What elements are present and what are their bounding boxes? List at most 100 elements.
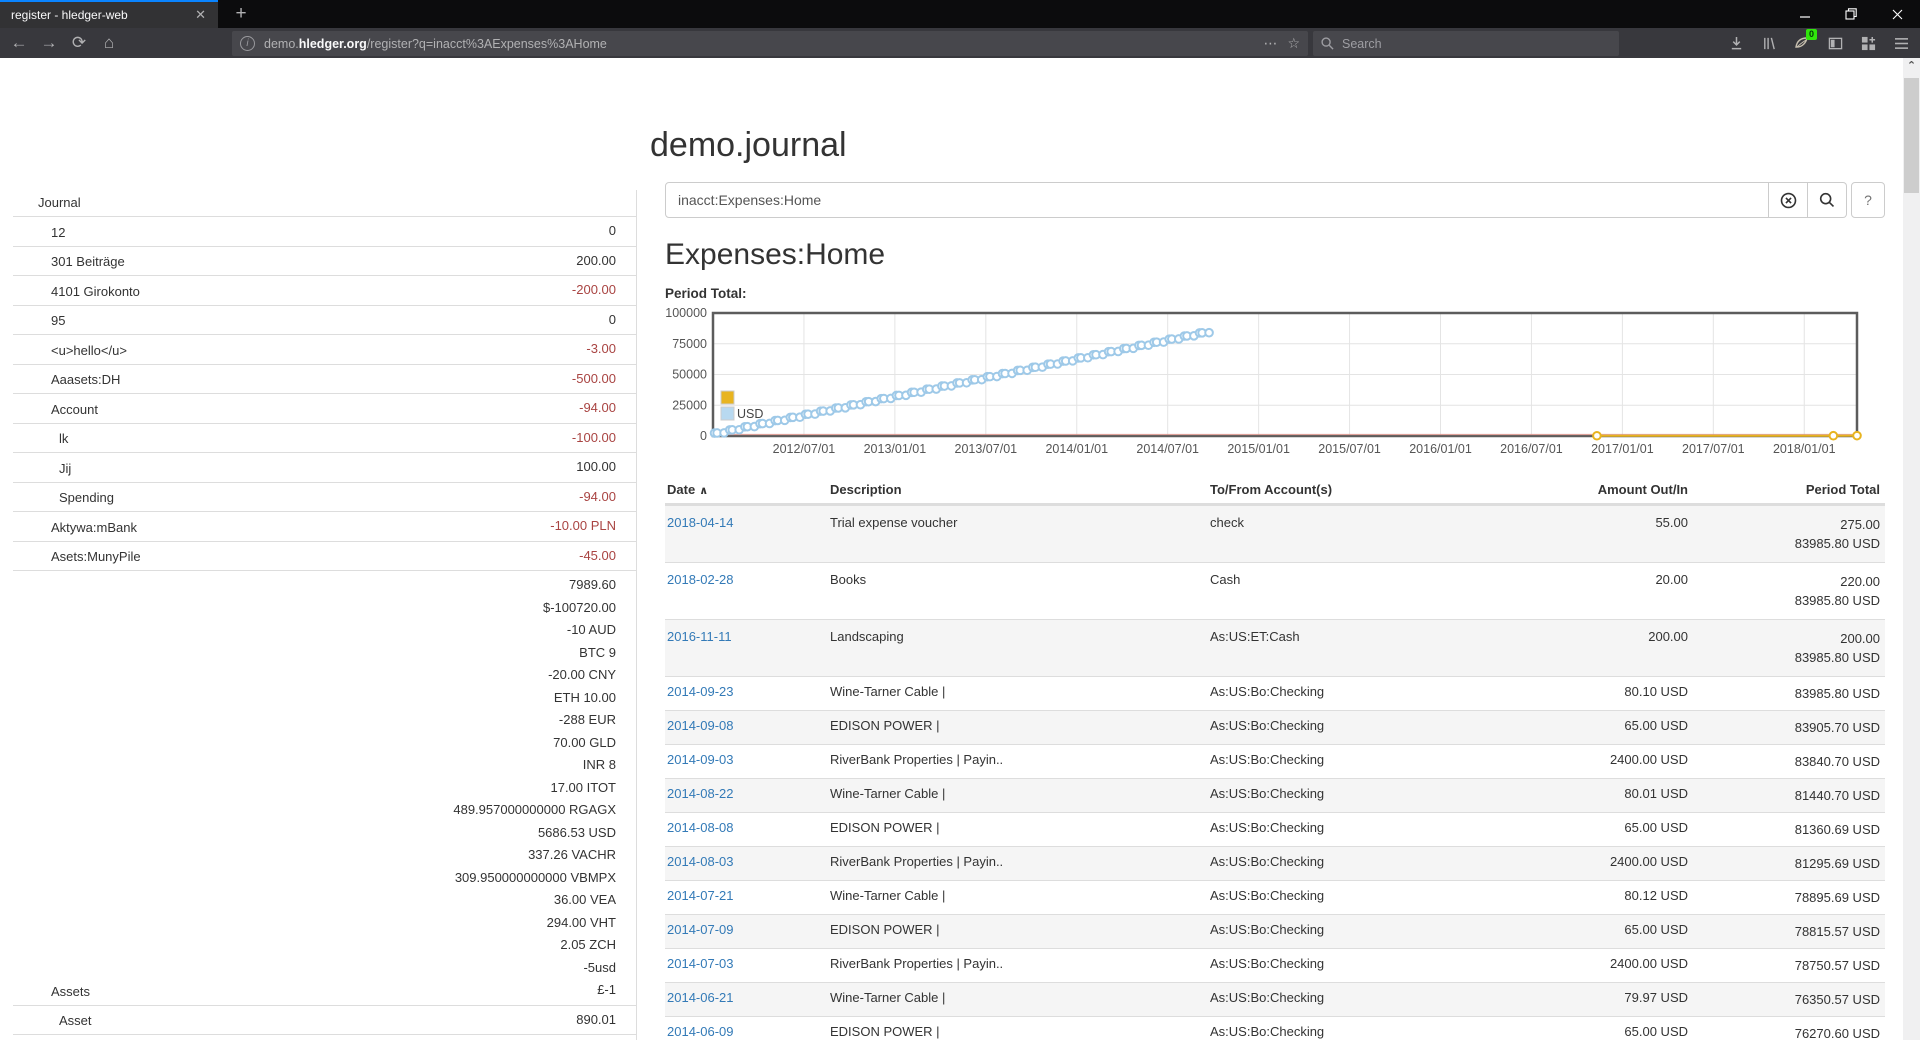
transaction-row[interactable]: 2014-06-21 Wine-Tarner Cable | As:US:Bo:Ch… <box>665 982 1885 1016</box>
account-link[interactable]: Spending <box>59 490 114 505</box>
url-bar[interactable]: i demo.hledger.org/register?q=inacct%3AE… <box>232 31 1308 56</box>
home-icon[interactable]: ⌂ <box>103 33 115 52</box>
account-link[interactable]: 301 Beiträge <box>51 254 125 269</box>
transaction-date-link[interactable]: 2018-02-28 <box>667 572 734 587</box>
sidebar-account-row[interactable]: <u>hello</u> -3.00 <box>13 335 636 365</box>
account-link[interactable]: <u>hello</u> <box>51 342 127 358</box>
transaction-row[interactable]: 2014-09-23 Wine-Tarner Cable | As:US:Bo:Ch… <box>665 676 1885 710</box>
scroll-up-arrow[interactable]: ⌃ <box>1906 60 1917 72</box>
transaction-row[interactable]: 2014-08-22 Wine-Tarner Cable | As:US:Bo:Ch… <box>665 778 1885 812</box>
sidebar-account-row[interactable]: Jij 100.00 <box>13 453 636 483</box>
sidebar-account-row[interactable]: lk -100.00 <box>13 424 636 453</box>
column-header-date[interactable]: Date ∧ <box>665 480 828 503</box>
transaction-row[interactable]: 2014-07-21 Wine-Tarner Cable | As:US:Bo:Ch… <box>665 880 1885 914</box>
account-link[interactable]: 4101 Girokonto <box>51 283 140 299</box>
account-link[interactable]: Asset <box>59 1013 92 1028</box>
sidebar-account-row[interactable]: Asets:MunyPile -45.00 <box>13 542 636 571</box>
help-button[interactable]: ? <box>1851 182 1885 218</box>
transaction-row[interactable]: 2014-08-03 RiverBank Properties | Payin..… <box>665 846 1885 880</box>
close-window-button[interactable] <box>1874 0 1920 28</box>
library-icon[interactable] <box>1756 30 1782 56</box>
period-total-chart[interactable]: 0 25000 50000 75000 100000 2012/07/01 2013/01/… <box>665 305 1885 462</box>
account-link[interactable]: Aaasets:DH <box>51 372 121 387</box>
minimize-button[interactable] <box>1782 0 1828 28</box>
period-total-line1: 78895.69 USD <box>1794 890 1880 905</box>
browser-tab[interactable]: register - hledger-web ✕ <box>0 0 218 28</box>
clear-query-button[interactable] <box>1769 182 1808 218</box>
transaction-date-link[interactable]: 2014-09-23 <box>667 684 734 699</box>
sidebar-account-row[interactable]: Aaasets:DH -500.00 <box>13 365 636 394</box>
transaction-date-link[interactable]: 2014-09-03 <box>667 752 734 767</box>
transaction-date-link[interactable]: 2014-07-21 <box>667 888 734 903</box>
restore-button[interactable] <box>1828 0 1874 28</box>
tab-close-icon[interactable]: ✕ <box>195 7 206 22</box>
browser-search-field[interactable]: Search <box>1313 31 1619 56</box>
sidebar-account-row[interactable]: Asset 890.01 <box>13 1006 636 1035</box>
account-link[interactable]: Account <box>51 401 98 417</box>
account-balance: -10.00 PLN <box>550 515 636 538</box>
sidebar-account-row[interactable]: 4101 Girokonto -200.00 <box>13 276 636 306</box>
svg-text:2014/07/01: 2014/07/01 <box>1136 442 1199 456</box>
search-form: ? <box>665 182 1885 218</box>
new-tab-button[interactable]: + <box>235 3 247 24</box>
transaction-description: EDISON POWER | <box>830 1024 940 1039</box>
transaction-row[interactable]: 2018-04-14 Trial expense voucher check 55.0… <box>665 505 1885 562</box>
transaction-date-link[interactable]: 2014-08-03 <box>667 854 734 869</box>
sidebar-account-row[interactable]: Cash685.50$-15.00-10 AUD-30.00 USD <box>13 1035 636 1040</box>
sidebar-account-row[interactable]: Aktywa:mBank -10.00 PLN <box>13 512 636 542</box>
url-text[interactable]: demo.hledger.org/register?q=inacct%3AExp… <box>264 36 607 51</box>
transaction-row[interactable]: 2014-08-08 EDISON POWER | As:US:Bo:Checkin… <box>665 812 1885 846</box>
search-submit-button[interactable] <box>1808 182 1847 218</box>
balance-amount: $-100720.00 <box>542 599 616 615</box>
account-link[interactable]: lk <box>59 431 69 446</box>
sidebar-account-row[interactable]: 301 Beiträge 200.00 <box>13 247 636 276</box>
transaction-row[interactable]: 2014-09-03 RiverBank Properties | Payin..… <box>665 744 1885 778</box>
transaction-row[interactable]: 2014-09-08 EDISON POWER | As:US:Bo:Checkin… <box>665 710 1885 744</box>
menu-hamburger-icon[interactable] <box>1888 30 1914 56</box>
extension-icon[interactable]: 0 <box>1789 29 1817 56</box>
site-info-icon[interactable]: i <box>240 36 255 51</box>
transaction-date-link[interactable]: 2014-06-09 <box>667 1024 734 1039</box>
transaction-date-link[interactable]: 2014-06-21 <box>667 990 734 1005</box>
sidebar-account-row[interactable]: Spending -94.00 <box>13 483 636 512</box>
transaction-date-link[interactable]: 2014-09-08 <box>667 718 734 733</box>
transaction-date-link[interactable]: 2014-07-09 <box>667 922 734 937</box>
tab-title: register - hledger-web <box>11 8 128 22</box>
transaction-date-link[interactable]: 2016-11-11 <box>667 629 732 644</box>
transaction-date-link[interactable]: 2014-08-08 <box>667 820 734 835</box>
account-link[interactable]: Jij <box>59 460 72 476</box>
account-link[interactable]: Assets <box>51 983 91 999</box>
transaction-row[interactable]: 2014-07-03 RiverBank Properties | Payin..… <box>665 948 1885 982</box>
transaction-date-link[interactable]: 2014-08-22 <box>667 786 734 801</box>
reload-icon[interactable]: ⟳ <box>71 33 87 52</box>
sidebar-toggle-icon[interactable] <box>1822 30 1848 56</box>
sidebar-account-row[interactable]: 12 0 <box>13 217 636 247</box>
transaction-date-link[interactable]: 2014-07-03 <box>667 956 734 971</box>
forward-icon[interactable]: → <box>40 33 58 52</box>
grid-apps-icon[interactable] <box>1855 30 1881 56</box>
transaction-row[interactable]: 2016-11-11 Landscaping As:US:ET:Cash 200.00… <box>665 619 1885 676</box>
transaction-date-link[interactable]: 2018-04-14 <box>667 515 734 530</box>
downloads-icon[interactable] <box>1723 30 1749 56</box>
scrollbar-thumb[interactable] <box>1904 78 1919 193</box>
transaction-date-cell: 2014-09-08 <box>665 711 828 744</box>
query-input[interactable] <box>665 182 1769 218</box>
transaction-account: As:US:Bo:Checking <box>1210 854 1325 869</box>
page-scrollbar[interactable]: ⌃ <box>1903 58 1920 1040</box>
page-actions-icon[interactable]: ⋯ <box>1263 35 1278 51</box>
transaction-row[interactable]: 2014-06-09 EDISON POWER | As:US:Bo:Checkin… <box>665 1016 1885 1040</box>
back-icon[interactable]: ← <box>10 33 28 52</box>
sidebar-account-row[interactable]: 95 0 <box>13 306 636 335</box>
transaction-row[interactable]: 2018-02-28 Books Cash 20.00 220.00 83985.80 U… <box>665 562 1885 619</box>
account-link[interactable]: 95 <box>51 313 66 328</box>
account-link[interactable]: 12 <box>51 224 66 240</box>
account-link[interactable]: Journal <box>38 195 81 210</box>
sidebar-account-row[interactable]: Assets 7989.60 $-100720.00 -10 AUD BTC 9 -20.… <box>13 571 636 1006</box>
sidebar-account-row[interactable]: Journal <box>13 190 636 217</box>
account-link[interactable]: Asets:MunyPile <box>51 549 141 564</box>
transaction-row[interactable]: 2014-07-09 EDISON POWER | As:US:Bo:Checkin… <box>665 914 1885 948</box>
bookmark-star-icon[interactable]: ☆ <box>1287 35 1300 51</box>
account-link[interactable]: Aktywa:mBank <box>51 519 137 535</box>
balance-amount: -200.00 <box>571 282 616 297</box>
sidebar-account-row[interactable]: Account -94.00 <box>13 394 636 424</box>
